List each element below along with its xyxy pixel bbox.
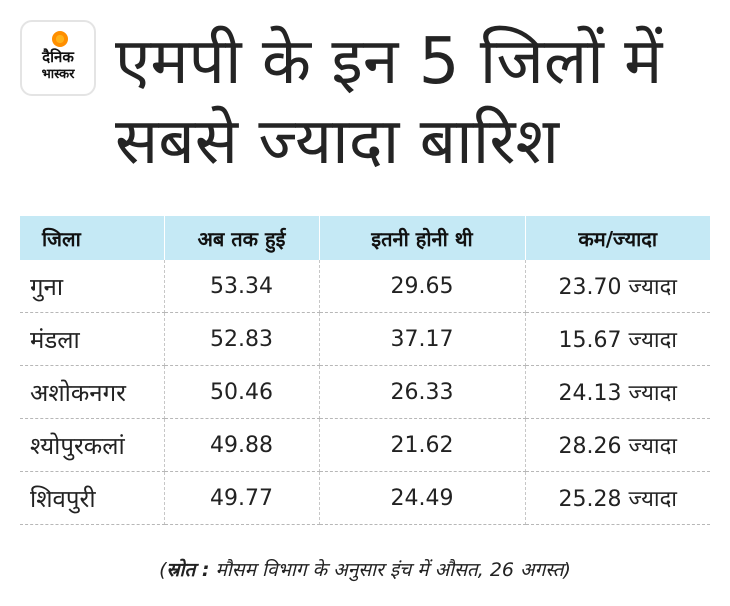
cell-received: 49.77 — [164, 471, 320, 525]
cell-received: 53.34 — [164, 260, 320, 313]
source-note: (स्रोत : मौसम विभाग के अनुसार इंच में औस… — [0, 556, 730, 582]
source-open-paren: ( — [159, 559, 167, 581]
cell-expected: 24.49 — [319, 471, 526, 525]
column-header-difference: कम/ज्यादा — [525, 216, 710, 260]
column-header-received: अब तक हुई — [164, 216, 320, 260]
cell-district: गुना — [20, 260, 165, 313]
table-row: शिवपुरी 49.77 24.49 25.28 ज्यादा — [20, 471, 710, 525]
cell-district: शिवपुरी — [20, 471, 165, 525]
cell-expected: 37.17 — [319, 312, 526, 366]
table-row: गुना 53.34 29.65 23.70 ज्यादा — [20, 260, 710, 313]
dainik-bhaskar-logo: दैनिक भास्कर — [20, 20, 96, 96]
cell-difference: 25.28 ज्यादा — [525, 471, 710, 525]
cell-difference: 24.13 ज्यादा — [525, 365, 710, 419]
column-header-expected: इतनी होनी थी — [319, 216, 526, 260]
cell-received: 49.88 — [164, 418, 320, 472]
headline: एमपी के इन 5 जिलों में सबसे ज्यादा बारिश — [115, 22, 715, 182]
cell-expected: 29.65 — [319, 260, 526, 313]
rainfall-table: जिला अब तक हुई इतनी होनी थी कम/ज्यादा गु… — [20, 216, 710, 525]
column-header-district: जिला — [20, 216, 165, 260]
cell-district: अशोकनगर — [20, 365, 165, 419]
source-close-paren: ) — [563, 559, 571, 581]
logo-text-line2: भास्कर — [41, 67, 75, 82]
headline-line1: एमपी के इन 5 जिलों में — [115, 25, 663, 99]
logo-text-line1: दैनिक — [42, 48, 74, 66]
cell-difference: 28.26 ज्यादा — [525, 418, 710, 472]
cell-district: मंडला — [20, 312, 165, 366]
table-header: जिला अब तक हुई इतनी होनी थी कम/ज्यादा — [20, 216, 710, 260]
cell-difference: 15.67 ज्यादा — [525, 312, 710, 366]
cell-district: श्योपुरकलां — [20, 418, 165, 472]
table-row: मंडला 52.83 37.17 15.67 ज्यादा — [20, 312, 710, 366]
cell-expected: 21.62 — [319, 418, 526, 472]
sun-icon — [52, 31, 68, 47]
table-row: श्योपुरकलां 49.88 21.62 28.26 ज्यादा — [20, 418, 710, 472]
table-body: गुना 53.34 29.65 23.70 ज्यादा मंडला 52.8… — [20, 260, 710, 525]
headline-line2: सबसे ज्यादा बारिश — [115, 105, 560, 179]
cell-expected: 26.33 — [319, 365, 526, 419]
table-header-row: जिला अब तक हुई इतनी होनी थी कम/ज्यादा — [20, 216, 710, 260]
source-label: स्रोत : — [166, 559, 210, 581]
source-text: मौसम विभाग के अनुसार इंच में औसत, 26 अगस… — [209, 559, 564, 581]
cell-difference: 23.70 ज्यादा — [525, 260, 710, 313]
cell-received: 52.83 — [164, 312, 320, 366]
table-row: अशोकनगर 50.46 26.33 24.13 ज्यादा — [20, 365, 710, 419]
cell-received: 50.46 — [164, 365, 320, 419]
